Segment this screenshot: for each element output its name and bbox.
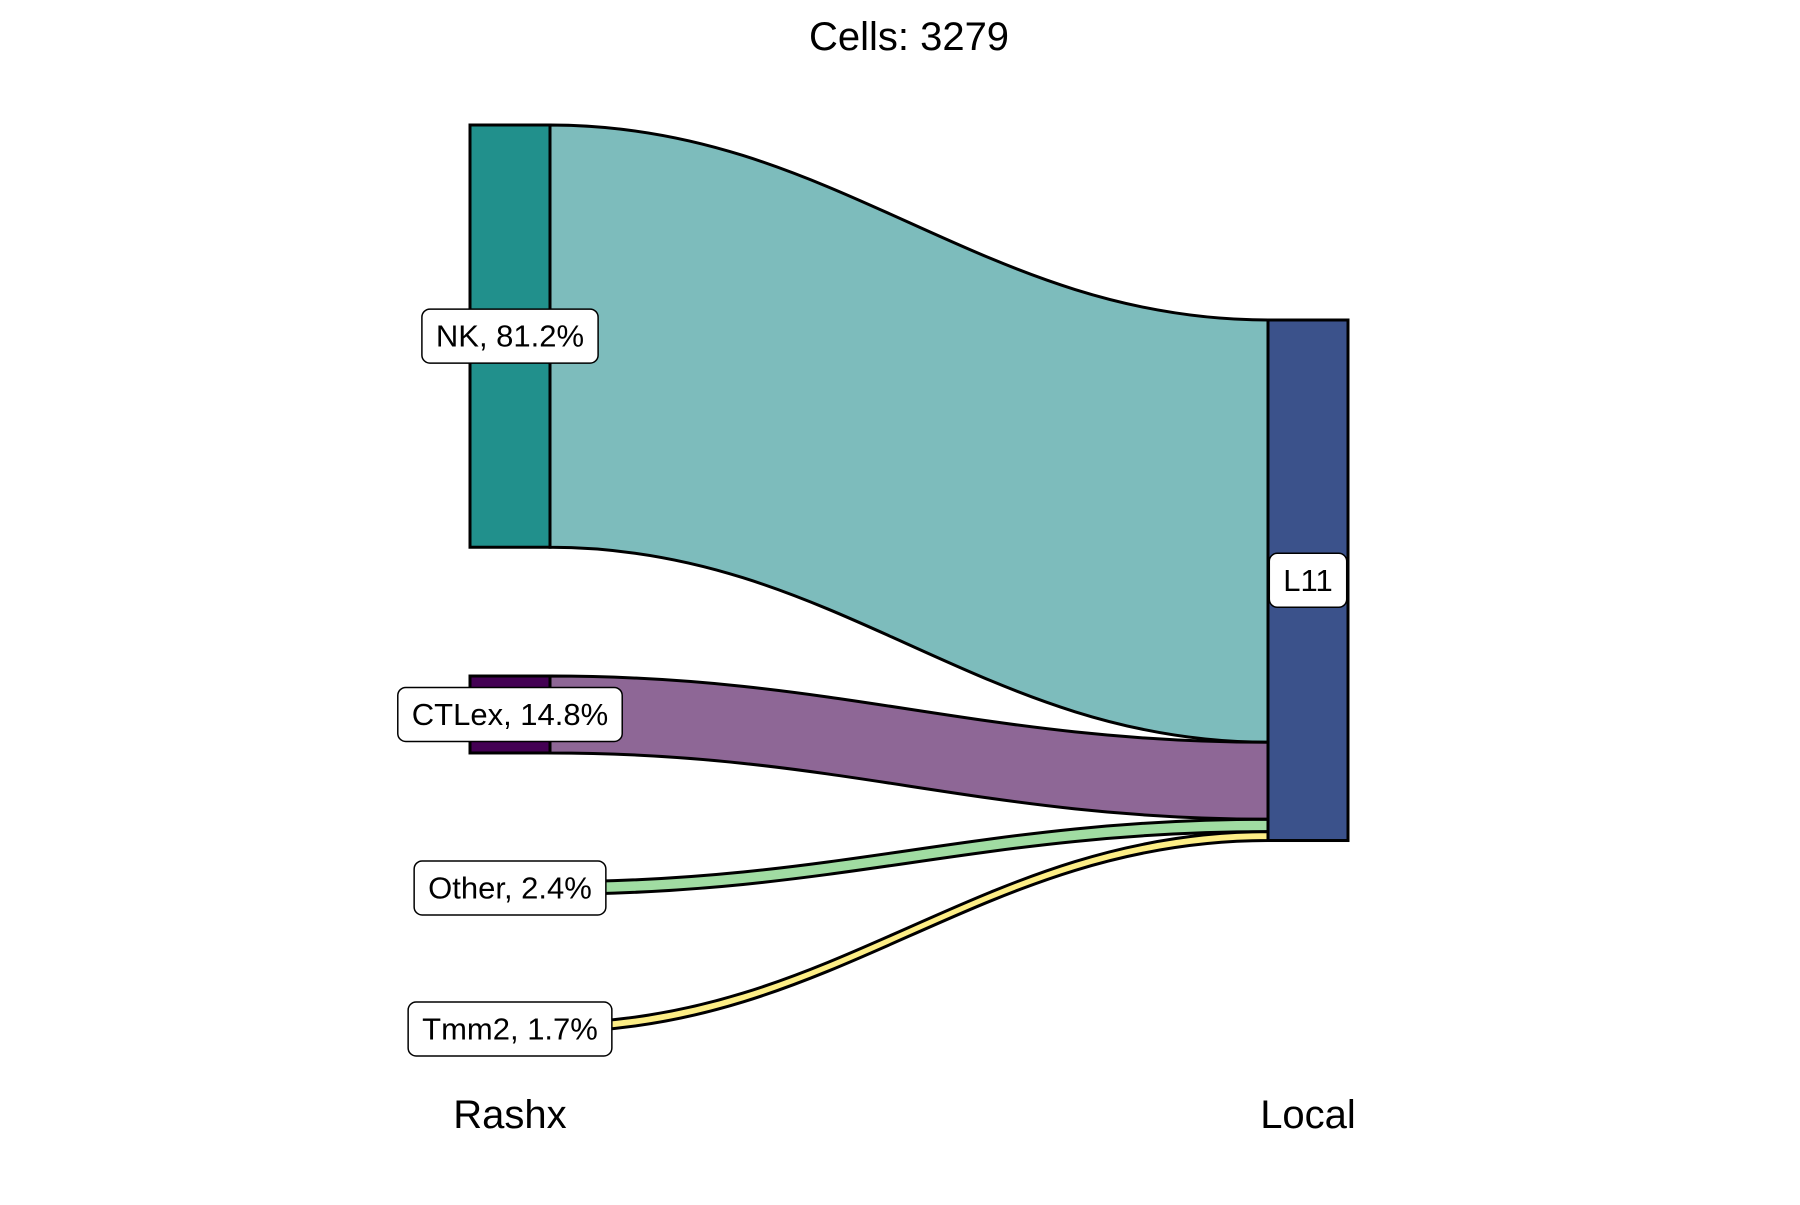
label-l11-box (1268, 552, 1348, 609)
label-ctlex-text: CTLex, 14.8% (412, 697, 608, 732)
label-nk: NK, 81.2% (421, 308, 599, 364)
label-other-text: Other, 2.4% (428, 870, 592, 905)
label-l11-text: L11 (1283, 563, 1332, 598)
label-tmm2-box (407, 1001, 613, 1057)
label-nk-box (421, 308, 599, 364)
flow-other-to-l11 (548, 817, 1270, 896)
label-other-box (413, 860, 607, 916)
label-other: Other, 2.4% (413, 860, 607, 916)
left-axis-label: Rashx (453, 1093, 566, 1137)
label-tmm2-text: Tmm2, 1.7% (422, 1012, 598, 1047)
label-ctlex-box (397, 686, 623, 743)
label-tmm2: Tmm2, 1.7% (407, 1001, 613, 1057)
right-axis-label: Local (1260, 1093, 1356, 1137)
label-l11: L11 (1268, 552, 1348, 609)
label-nk-text: NK, 81.2% (436, 319, 584, 354)
chart-title: Cells: 3279 (809, 15, 1009, 59)
label-ctlex: CTLex, 14.8% (397, 686, 623, 743)
flows-layer (548, 123, 1270, 1034)
labels-layer: NK, 81.2% CTLex, 14.8% Other, 2.4% Tmm2, 1.… (397, 308, 1348, 1057)
flow-nk-to-l11 (548, 123, 1270, 744)
